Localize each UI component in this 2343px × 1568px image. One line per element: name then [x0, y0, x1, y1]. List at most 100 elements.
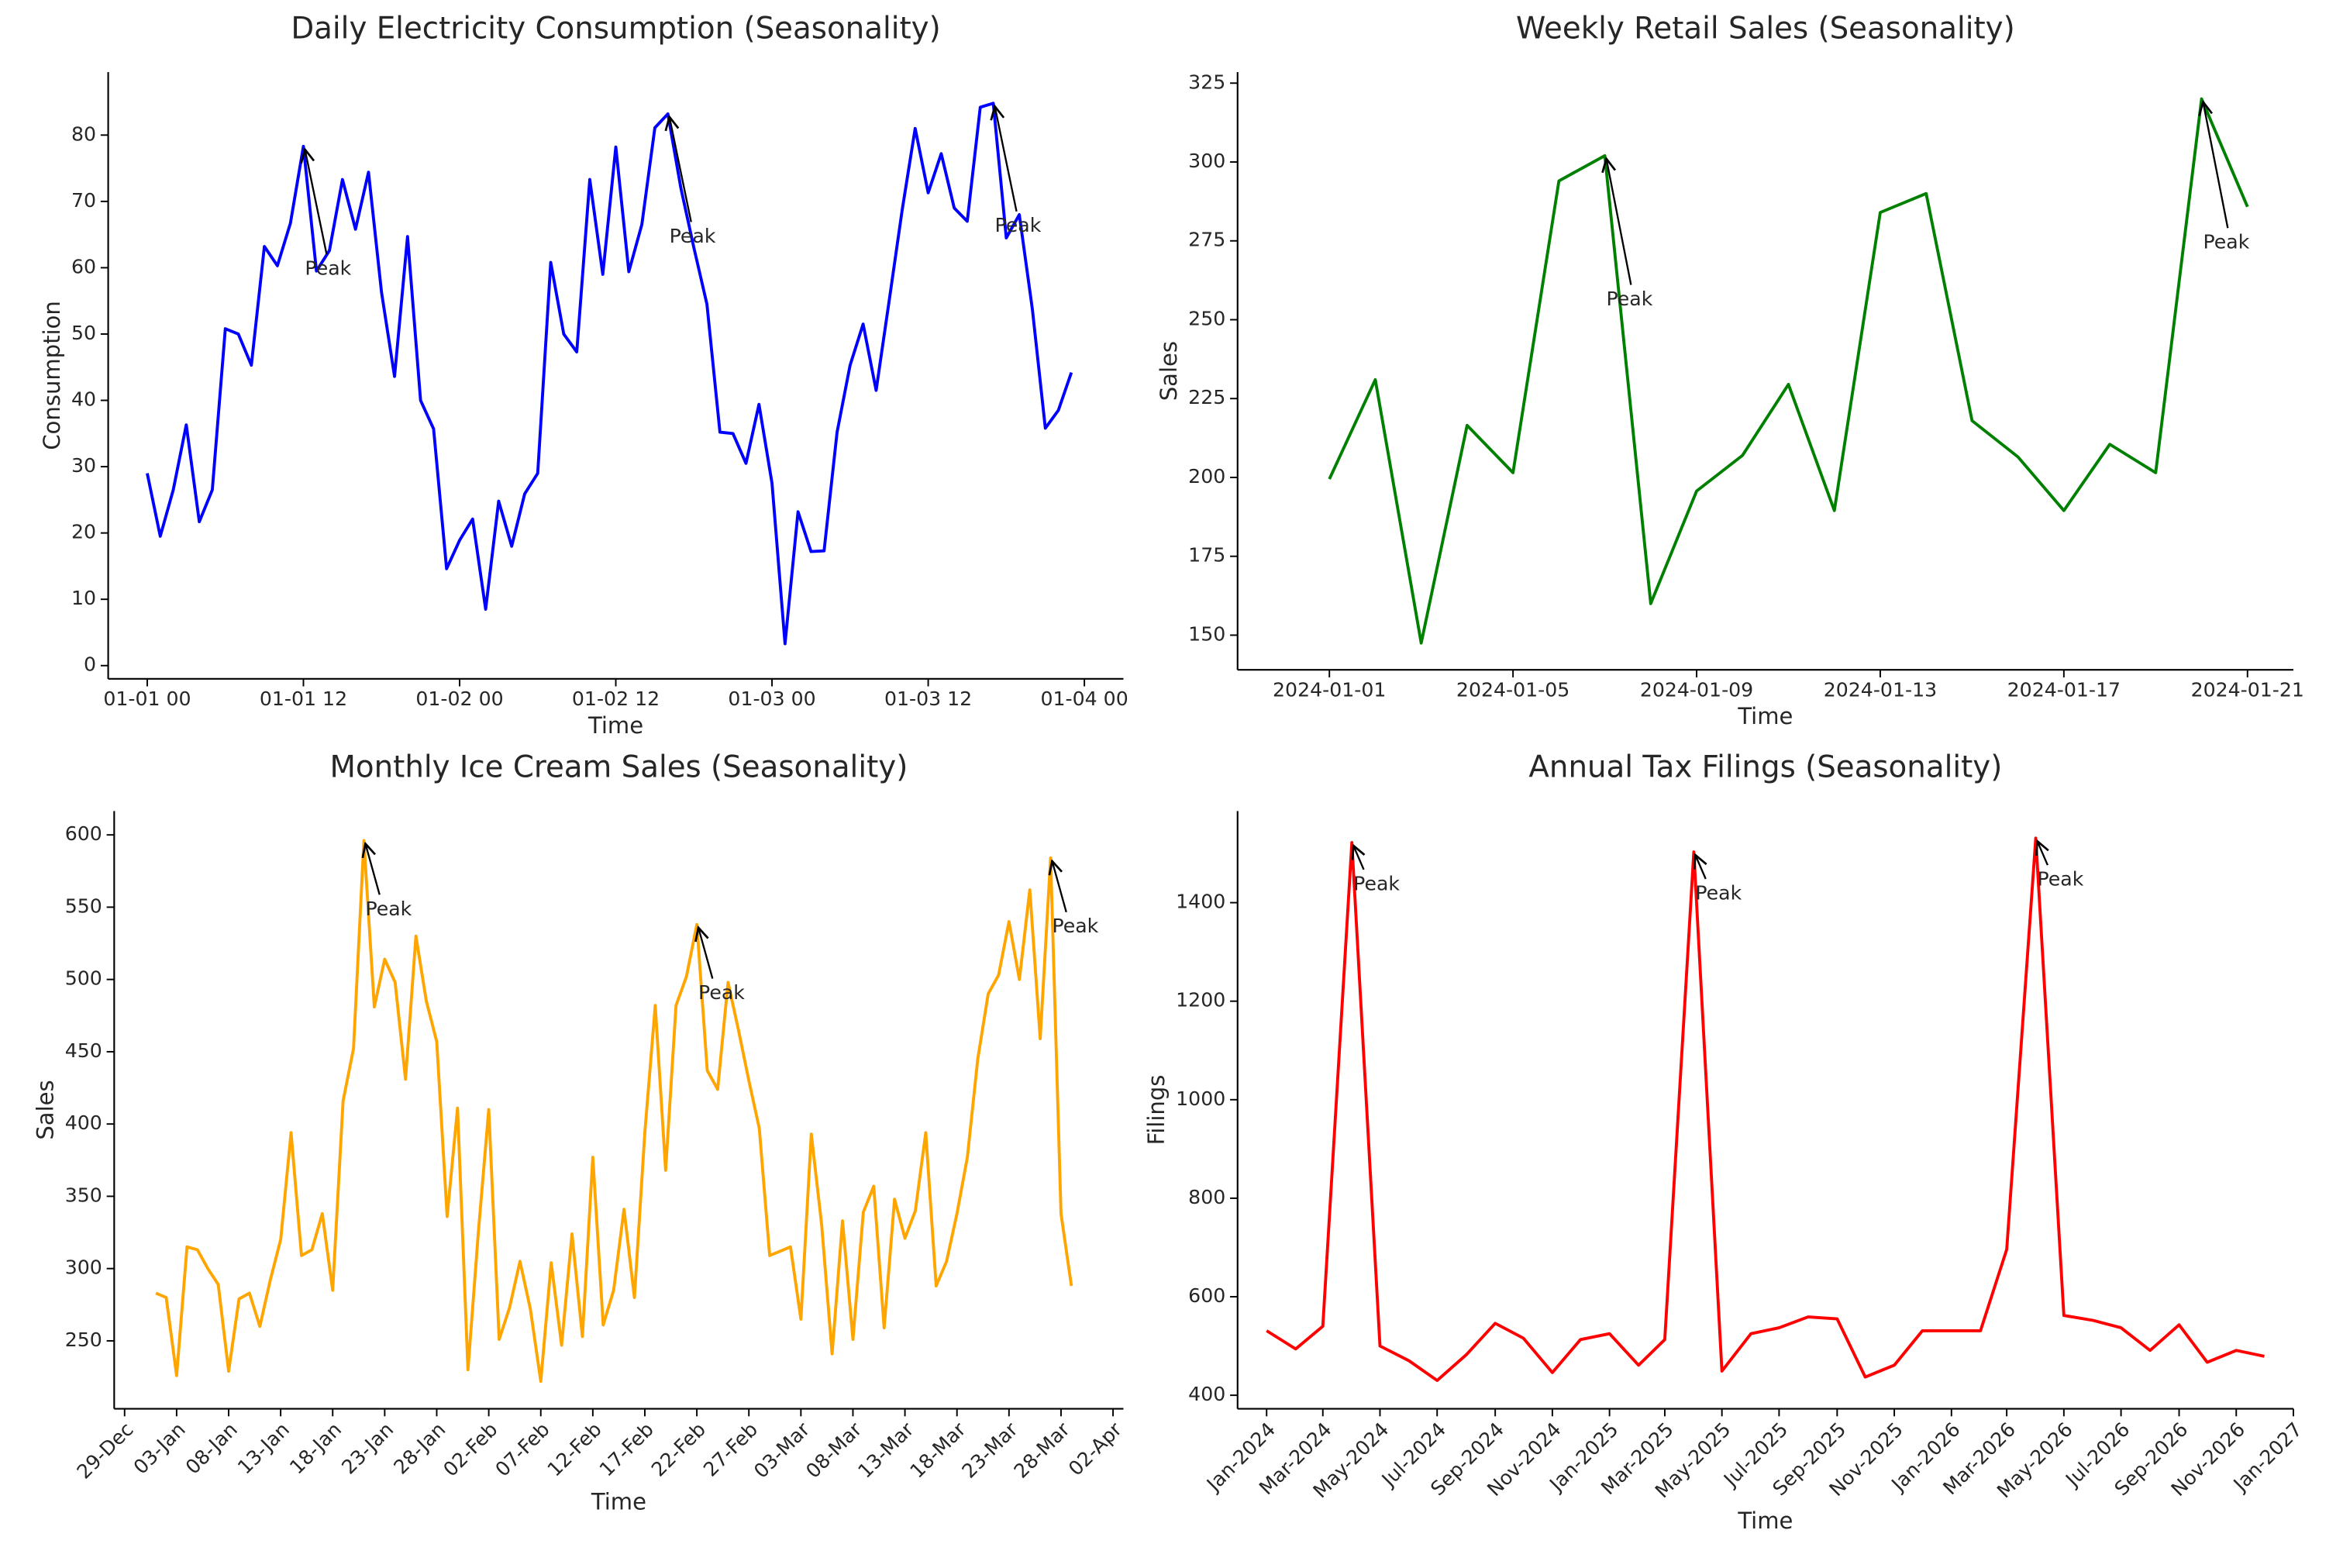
data-line [1266, 836, 2265, 1382]
y-tick-label: 0 [84, 653, 96, 676]
x-tick-label: 12-Feb [543, 1418, 606, 1481]
annotation-arrow [2203, 102, 2229, 229]
x-tick-label: 13-Mar [853, 1418, 918, 1483]
annotation-label: Peak [2038, 868, 2084, 891]
annotation-label: Peak [2203, 231, 2249, 253]
x-tick-label: 17-Feb [595, 1418, 658, 1481]
y-tick-label: 30 [71, 454, 96, 477]
data-line [155, 839, 1073, 1384]
x-tick-label: 28-Jan [389, 1418, 450, 1479]
annotation-label: Peak [1353, 872, 1400, 894]
x-tick-label: 08-Mar [801, 1418, 867, 1483]
data-line [146, 102, 1073, 646]
y-tick-label: 600 [65, 822, 102, 845]
x-axis-label: Time [591, 1488, 646, 1515]
annotation-arrow [305, 150, 328, 255]
annotation-arrow [994, 106, 1018, 212]
annotation-label: Peak [1695, 881, 1742, 904]
x-tick-label: 03-Mar [749, 1418, 815, 1483]
y-axis-label: Sales [32, 1080, 58, 1139]
x-axis-label: Time [587, 712, 643, 739]
y-tick-label: 60 [71, 255, 96, 277]
chart-title: Weekly Retail Sales (Seasonality) [1516, 11, 2015, 46]
x-tick-label: 2024-01-05 [1456, 678, 1569, 701]
y-tick-label: 600 [1188, 1284, 1225, 1307]
y-tick-label: 275 [1188, 229, 1225, 251]
x-tick-label: 2024-01-01 [1273, 678, 1386, 701]
y-tick-label: 325 [1188, 71, 1225, 93]
y-tick-label: 450 [65, 1039, 102, 1062]
annotation-arrow [365, 843, 381, 895]
x-tick-label: 01-01 12 [260, 688, 347, 710]
x-tick-label: 01-04 00 [1040, 688, 1128, 710]
y-tick-label: 200 [1188, 465, 1225, 488]
x-tick-label: 18-Jan [285, 1418, 346, 1479]
x-tick-label: 02-Apr [1064, 1418, 1126, 1480]
annotation-label: Peak [698, 981, 745, 1004]
chart-title: Annual Tax Filings (Seasonality) [1528, 750, 2002, 785]
y-tick-label: 1000 [1176, 1087, 1225, 1110]
x-axis-label: Time [1737, 703, 1793, 729]
x-tick-label: 2024-01-21 [2191, 678, 2304, 701]
annotation-label: Peak [365, 898, 412, 920]
y-tick-label: 1200 [1176, 989, 1225, 1011]
x-tick-label: 03-Jan [129, 1418, 190, 1479]
annotation-label: Peak [1052, 915, 1098, 937]
x-tick-label: 23-Mar [958, 1418, 1023, 1483]
x-tick-label: 23-Jan [337, 1418, 398, 1479]
x-tick-label: 01-02 00 [415, 688, 503, 710]
x-tick-label: 07-Feb [491, 1418, 554, 1481]
annotation-arrow [1695, 855, 1705, 880]
x-tick-label: 2024-01-17 [2007, 678, 2121, 701]
y-tick-label: 1400 [1176, 891, 1225, 913]
annotation-label: Peak [670, 225, 716, 247]
y-tick-label: 50 [71, 322, 96, 344]
annotation-arrow [1607, 159, 1632, 285]
y-tick-label: 150 [1188, 622, 1225, 645]
y-tick-label: 70 [71, 189, 96, 212]
x-tick-label: 18-Mar [905, 1418, 970, 1483]
y-tick-label: 40 [71, 388, 96, 411]
x-tick-label: 01-03 12 [884, 688, 972, 710]
y-tick-label: 80 [71, 122, 96, 145]
y-tick-label: 225 [1188, 386, 1225, 408]
x-tick-label: 01-02 12 [572, 688, 660, 710]
x-tick-label: 08-Jan [181, 1418, 242, 1479]
chart-title: Monthly Ice Cream Sales (Seasonality) [329, 750, 908, 785]
x-tick-label: 13-Jan [233, 1418, 294, 1479]
chart-title: Daily Electricity Consumption (Seasonali… [291, 11, 940, 46]
y-axis-label: Filings [1143, 1075, 1170, 1146]
y-tick-label: 800 [1188, 1186, 1225, 1208]
annotation-arrow [670, 117, 692, 222]
y-tick-label: 550 [65, 894, 102, 917]
x-tick-label: 29-Dec [73, 1418, 138, 1484]
y-tick-label: 300 [1188, 150, 1225, 172]
y-tick-label: 250 [1188, 307, 1225, 329]
annotation-arrow [2038, 841, 2048, 866]
y-axis-label: Sales [1156, 341, 1182, 401]
x-tick-label: 2024-01-09 [1640, 678, 1753, 701]
y-tick-label: 500 [65, 967, 102, 990]
x-tick-label: 01-01 00 [103, 688, 191, 710]
subplot: Annual Tax Filings (Seasonality) 400 600 80… [1143, 750, 2307, 1534]
x-tick-label: 01-03 00 [728, 688, 815, 710]
annotation-arrow [1353, 846, 1363, 870]
annotation-label: Peak [994, 214, 1041, 236]
x-tick-label: 27-Feb [699, 1418, 762, 1481]
annotation-label: Peak [1607, 288, 1653, 310]
annotation-label: Peak [305, 257, 351, 280]
annotation-arrow [1052, 861, 1067, 913]
y-tick-label: 400 [65, 1111, 102, 1134]
y-tick-label: 350 [65, 1184, 102, 1206]
x-axis-label: Time [1737, 1508, 1793, 1534]
y-tick-label: 10 [71, 587, 96, 609]
y-tick-label: 400 [1188, 1383, 1225, 1405]
subplot: Daily Electricity Consumption (Seasonali… [39, 11, 1128, 739]
y-tick-label: 175 [1188, 544, 1225, 567]
subplot: Weekly Retail Sales (Seasonality) 150 175 2… [1156, 11, 2304, 729]
x-tick-label: 02-Feb [439, 1418, 501, 1481]
y-tick-label: 20 [71, 521, 96, 543]
annotation-arrow [698, 928, 714, 979]
y-tick-label: 250 [65, 1328, 102, 1351]
